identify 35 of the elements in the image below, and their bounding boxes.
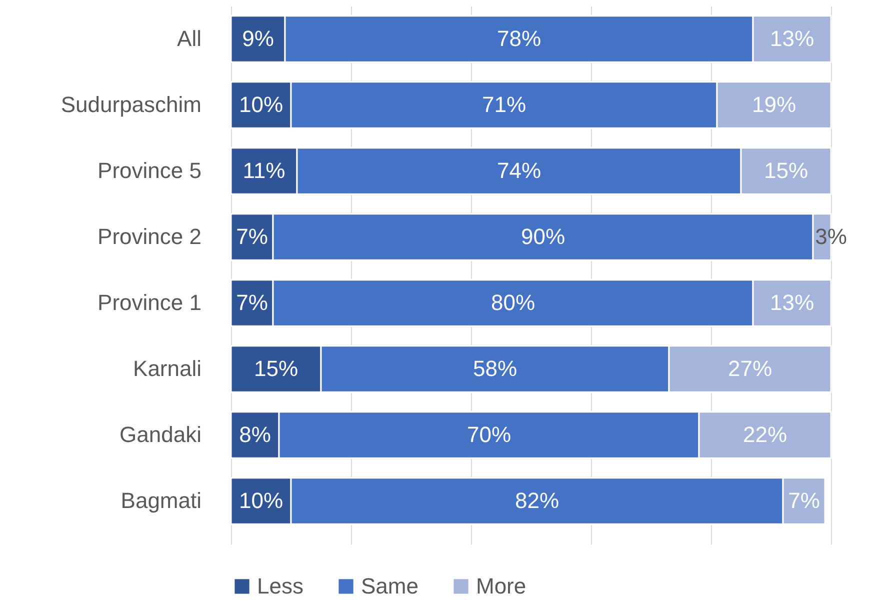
data-label: 71% (482, 92, 526, 117)
y-tick-label: Province 1 (98, 290, 202, 315)
data-label: 15% (764, 158, 808, 183)
y-tick-label: All (177, 26, 202, 51)
data-label: 74% (496, 158, 542, 183)
data-label: 7% (236, 290, 268, 315)
y-tick-label: Gandaki (120, 422, 202, 447)
data-label: 70% (466, 422, 512, 447)
data-label: 8% (239, 422, 271, 447)
y-tick-label: Sudurpaschim (60, 92, 202, 117)
data-label: 27% (728, 356, 772, 381)
data-label: 82% (514, 488, 560, 513)
data-label: 7% (788, 488, 820, 513)
data-label: 78% (496, 26, 542, 51)
data-label: 11% (242, 158, 286, 183)
data-label: 80% (490, 290, 536, 315)
y-tick-label: Province 2 (98, 224, 202, 249)
data-label: 15% (254, 356, 298, 381)
y-tick-label: Bagmati (120, 488, 202, 513)
data-label: 9% (242, 26, 274, 51)
data-label: 58% (472, 356, 518, 381)
legend-label: Less (257, 573, 304, 598)
legend-label: Same (361, 573, 418, 598)
data-label: 13% (770, 26, 814, 51)
data-label: 13% (770, 290, 814, 315)
data-label: 10% (238, 488, 284, 513)
y-tick-label: Karnali (133, 356, 202, 381)
data-label: 10% (238, 92, 284, 117)
data-label: 3% (815, 224, 847, 249)
legend-label: More (476, 573, 526, 598)
data-label: 22% (742, 422, 788, 447)
data-label: 90% (520, 224, 566, 249)
data-label: 7% (236, 224, 268, 249)
y-tick-label: Province 5 (98, 158, 202, 183)
data-label: 19% (752, 92, 796, 117)
